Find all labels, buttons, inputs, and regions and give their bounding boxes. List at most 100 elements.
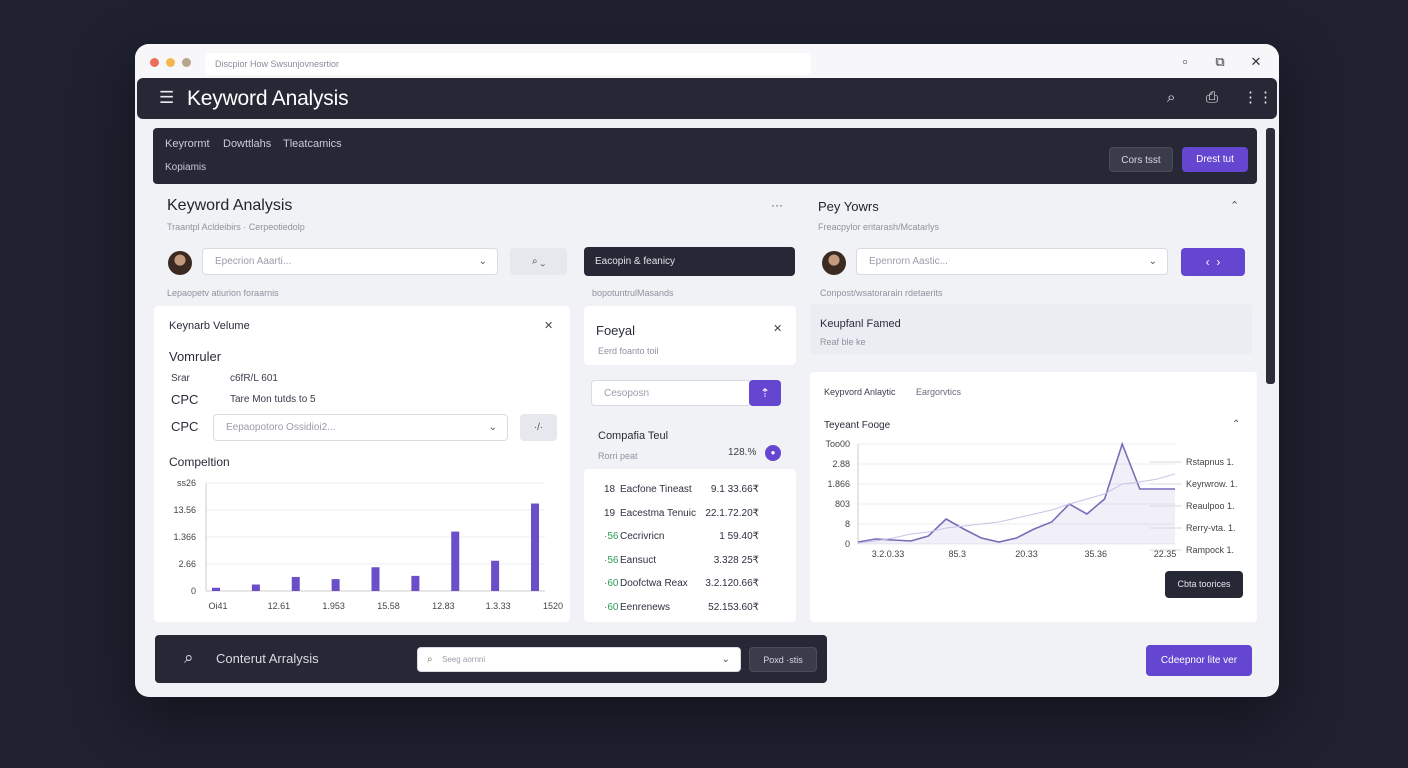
info-icon[interactable]: ● [765,445,781,461]
hamburger-menu-icon[interactable]: ☰ [159,88,175,107]
x-tick-label: 12.61 [268,601,291,611]
restore-icon[interactable]: ⧉ [1215,54,1225,69]
x-tick-label: 35.36 [1084,549,1107,559]
search-filter-button[interactable]: ⌕ ⌄ [510,248,567,275]
minimize-icon[interactable]: ▫ [1182,54,1188,69]
row-value: 3.2.120.66₹ [705,578,759,589]
more-icon[interactable]: ··· [771,198,783,212]
competition-bar-chart: ss26 13.56 1.366 2.66 0 Oi41 12.61 1.953 15.58 12… [173,478,563,611]
x-tick-label: 12.83 [432,601,455,611]
competitor-list: 18 Eacfone Tineast 9.1 33.66₹ 19 Eacestma Te… [584,469,796,622]
arrow-up-icon[interactable]: ⇡ [749,380,781,406]
table-row[interactable]: 18 Eacfone Tineast 9.1 33.66₹ [584,484,796,502]
tab-categories[interactable]: Eargorvtics [916,387,962,397]
scrollbar[interactable] [1266,128,1275,384]
app-title: Keyword Analysis [187,87,349,110]
url-bar[interactable]: Discpior How Swsunjovnesrtior [205,53,811,75]
search-icon: ⌕ [184,648,194,667]
secondary-button[interactable]: Cors tsst [1109,147,1173,172]
row-label: Eenrenews [620,601,671,613]
feature-panel: Keupfanl Famed Reaf ble ke [810,304,1252,354]
row-label: Eacfone Tineast [620,484,692,495]
summary-value: 128.% [728,447,757,458]
table-row[interactable]: ·56 Eansuct 3.328 25₹ [584,555,796,573]
search-icon: ⌕ [531,256,538,267]
chevron-down-icon: ⌄ [478,256,487,267]
avatar [822,251,846,275]
y-tick-label: 0 [845,539,850,549]
y-tick-label: 13.56 [173,505,196,515]
x-tick-label: 3.2.0.33 [872,549,905,559]
row-label: Eansuct [620,554,657,566]
right-section-title: Pey Yowrs [818,199,879,214]
cpc-select-value: Eepaopotoro Ossidioi2... [226,422,336,433]
collapse-button[interactable]: ‹ › [1181,248,1245,276]
chevron-up-icon[interactable]: ⌃ [1232,419,1241,430]
competitor-input-value: Cesoposn [604,388,650,399]
chevron-up-icon[interactable]: ⌃ [1230,200,1240,212]
cpc-select[interactable]: Eepaopotoro Ossidioi2... ⌄ [213,414,508,441]
close-icon[interactable]: ✕ [1250,54,1262,69]
foeyal-card: Foeyal ✕ Eerd foanto toil [584,306,796,365]
row-label: Cecrivricn [620,531,665,542]
y-tick-label: 2.88 [832,459,850,469]
y-tick-label: 803 [835,499,850,509]
table-row[interactable]: ·60 Doofctwa Reax 3.2.120.66₹ [584,578,796,596]
explain-button[interactable]: Eacopin & feanicy [584,247,795,276]
keyword-volume-card: Keynarb Velume ✕ Vomruler Srar c6fR/L 60… [154,306,570,622]
close-dot[interactable] [150,58,159,67]
cta-button[interactable]: Cdeepnor lite ver [1146,645,1252,676]
table-row[interactable]: ·56 Cecrivricn 1 59.40₹ [584,531,796,549]
close-icon[interactable]: ✕ [773,323,783,335]
bottom-search-value: Seeg aornni [442,655,486,664]
keyword-select-value: Epecrion Aaarti... [215,256,292,267]
row-label: Doofctwa Reax [620,578,688,589]
x-tick-label: 15.58 [377,601,400,611]
row-value: 9.1 33.66₹ [710,484,759,495]
competitor-input[interactable]: Cesoposn [591,380,751,406]
line-chart-card: Keypvord Anlaytic Eargorvtics Teyeant Fo… [810,372,1257,622]
minimize-dot[interactable] [166,58,175,67]
zoom-dot[interactable] [182,58,191,67]
right-helper-text: Conpost/wsatorarain rdetaerits [820,288,943,298]
cpc-action-button[interactable]: ·/· [520,414,557,441]
competition-label: Compeltion [169,455,230,469]
primary-button[interactable]: Drest tut [1182,147,1248,172]
traffic-line-chart: Too00 2.88 1.866 803 8 0 3.2.0.33 85.3 20.33 35.3… [825,439,1237,559]
row-value: 3.328 25₹ [713,554,759,566]
tab-downloads[interactable]: Dowttlahs [223,138,272,150]
row-rank: 18 [604,484,616,495]
row-rank: ·60 [604,578,619,589]
legend-item: Rerry-vta. 1. [1186,523,1236,533]
bottom-search-input[interactable]: ⌕ Seeg aornni ⌄ [417,647,741,672]
tab-keyword-analytic[interactable]: Keypvord Anlaytic [824,387,896,397]
y-tick-label: 0 [191,586,196,596]
card-title: Keynarb Velume [169,320,250,332]
search-icon[interactable]: ⌕ [1167,89,1176,106]
foeyal-title: Foeyal [596,323,636,338]
right-keyword-select[interactable]: Epenrorn Aastic... ⌄ [856,248,1168,275]
close-icon[interactable]: ✕ [544,320,554,332]
grid-icon[interactable]: ⋮⋮ [1243,89,1273,106]
bar [251,584,260,591]
right-select-value: Epenrorn Aastic... [869,256,948,267]
tab-keyword[interactable]: Keyrormt [165,138,210,150]
tab-analytics[interactable]: Tleatcamics [283,138,342,150]
section-title: Keyword Analysis [167,197,293,214]
bottom-action-button[interactable]: Poxd ·stis [749,647,817,672]
x-tick-label: 1.3.33 [486,601,511,611]
app-window: Discpior How Swsunjovnesrtior ▫ ⧉ ✕ ☰ Ke… [135,44,1279,697]
table-row[interactable]: 19 Eacestma Tenuic 22.1.72.20₹ [584,508,796,526]
y-tick-label: 1.866 [827,479,850,489]
tooltip-button[interactable]: Cbta toorices [1165,571,1243,598]
row-rank: ·56 [604,531,619,542]
bar [531,503,539,591]
app-header: ☰ Keyword Analysis ⌕ ⎙ ⋮⋮ [137,78,1277,119]
middle-helper-text: bopotuntrulMasands [592,288,674,298]
camera-icon[interactable]: ⎙ [1206,89,1219,106]
keyword-select[interactable]: Epecrion Aaarti... ⌄ [202,248,498,275]
y-tick-label: 1.366 [173,532,196,542]
legend-item: Rstapnus 1. [1186,457,1234,467]
chevron-down-icon: ⌄ [721,654,730,665]
table-row[interactable]: ·60 Eenrenews 52.153.60₹ [584,602,796,620]
